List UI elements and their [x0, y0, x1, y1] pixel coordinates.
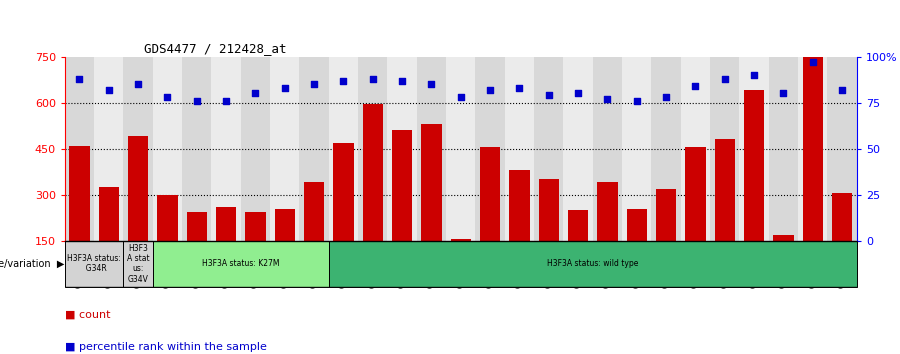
Bar [626, 209, 647, 287]
Point [659, 94, 673, 100]
Point [512, 85, 526, 91]
Bar [186, 212, 207, 287]
Bar [65, 57, 94, 241]
Bar [363, 104, 383, 287]
Point [600, 96, 615, 102]
Bar [656, 189, 677, 287]
Point [424, 81, 438, 87]
Bar [538, 179, 559, 287]
Point [248, 91, 263, 96]
Point [777, 91, 791, 96]
Point [395, 78, 410, 84]
Bar [65, 241, 123, 287]
Bar [94, 57, 123, 241]
Point [337, 78, 351, 84]
Bar [773, 235, 794, 287]
Bar [715, 139, 735, 287]
Bar [769, 57, 798, 241]
Text: ■ count: ■ count [65, 310, 111, 320]
Bar [69, 145, 90, 287]
Point [806, 59, 820, 65]
Text: H3F3A status: wild type: H3F3A status: wild type [547, 259, 638, 268]
Bar [563, 57, 593, 241]
Bar [475, 57, 505, 241]
Bar [300, 57, 328, 241]
Point [688, 83, 703, 89]
Bar [827, 57, 857, 241]
Point [835, 87, 850, 93]
Bar [505, 57, 534, 241]
Bar [446, 57, 475, 241]
Point [747, 72, 761, 78]
Text: H3F3
A stat
us:
G34V: H3F3 A stat us: G34V [127, 244, 149, 284]
Bar [270, 57, 300, 241]
Bar [212, 57, 241, 241]
Bar [123, 241, 153, 287]
Point [160, 94, 175, 100]
Point [542, 92, 556, 98]
Bar [98, 187, 119, 287]
Point [365, 76, 380, 81]
Point [102, 87, 116, 93]
Point [130, 81, 145, 87]
Text: H3F3A status:
  G34R: H3F3A status: G34R [68, 254, 122, 273]
Bar [158, 195, 177, 287]
Bar [598, 182, 617, 287]
Bar [534, 57, 563, 241]
Point [307, 81, 321, 87]
Bar [333, 143, 354, 287]
Point [454, 94, 468, 100]
Bar [123, 57, 153, 241]
Text: ■ percentile rank within the sample: ■ percentile rank within the sample [65, 342, 266, 352]
Bar [274, 209, 295, 287]
Point [717, 76, 732, 81]
Text: H3F3A status: K27M: H3F3A status: K27M [202, 259, 280, 268]
Point [190, 98, 204, 104]
Bar [680, 57, 710, 241]
Bar [153, 57, 182, 241]
Bar [652, 57, 680, 241]
Bar [798, 57, 827, 241]
Bar [241, 57, 270, 241]
Bar [328, 241, 857, 287]
Bar [480, 147, 500, 287]
Bar [392, 130, 412, 287]
Point [630, 98, 644, 104]
Point [219, 98, 233, 104]
Bar [744, 90, 764, 287]
Bar [216, 207, 237, 287]
Bar [304, 182, 324, 287]
Bar [182, 57, 212, 241]
Bar [388, 57, 417, 241]
Bar [622, 57, 652, 241]
Bar [451, 239, 471, 287]
Bar [832, 193, 852, 287]
Text: GDS4477 / 212428_at: GDS4477 / 212428_at [144, 42, 286, 56]
Bar [128, 136, 148, 287]
Bar [593, 57, 622, 241]
Bar [710, 57, 740, 241]
Bar [685, 147, 706, 287]
Point [72, 76, 86, 81]
Bar [421, 124, 442, 287]
Bar [417, 57, 446, 241]
Bar [358, 57, 388, 241]
Point [277, 85, 292, 91]
Point [483, 87, 498, 93]
Text: genotype/variation  ▶: genotype/variation ▶ [0, 259, 64, 269]
Bar [568, 210, 589, 287]
Bar [803, 57, 824, 287]
Bar [509, 170, 530, 287]
Bar [245, 212, 266, 287]
Point [571, 91, 585, 96]
Bar [740, 57, 769, 241]
Bar [153, 241, 328, 287]
Bar [328, 57, 358, 241]
